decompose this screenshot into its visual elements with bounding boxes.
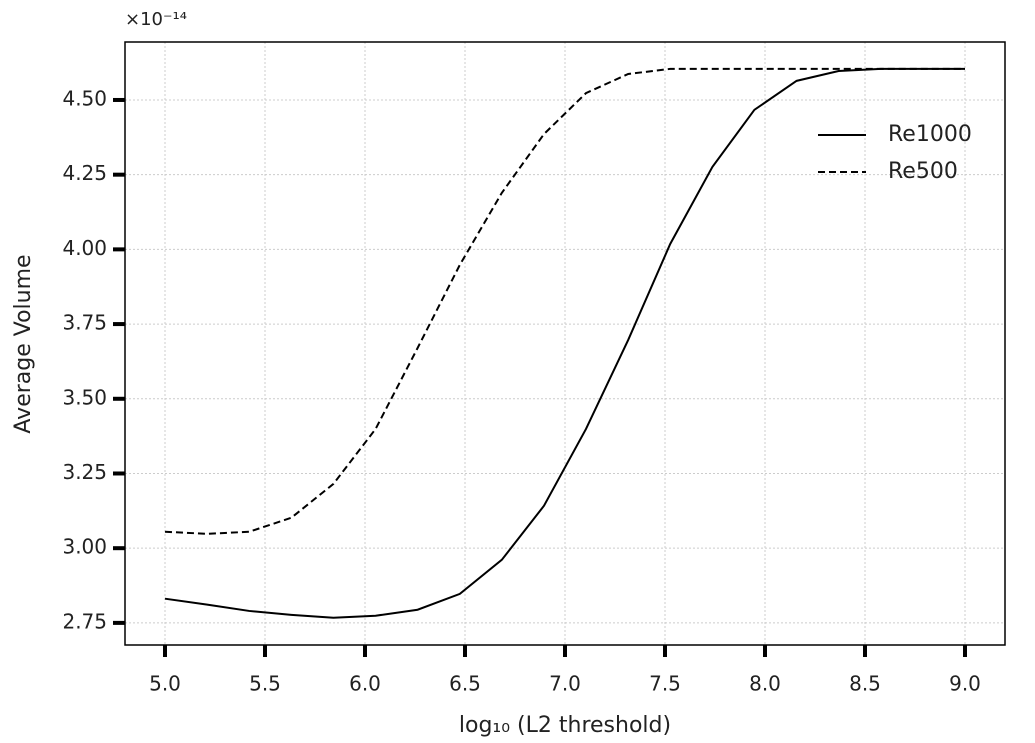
y-tick-label: 3.75 [62, 311, 107, 335]
x-tick-label: 5.5 [249, 672, 281, 696]
x-tick-label: 5.0 [149, 672, 181, 696]
plot-frame [124, 41, 1006, 646]
y-tick-label: 4.50 [62, 86, 107, 110]
y-axis-label: Average Volume [11, 254, 36, 433]
y-tick-label: 3.50 [62, 385, 107, 409]
y-offset-label: ×10⁻¹⁴ [125, 9, 187, 30]
y-tick-label: 3.25 [62, 460, 107, 484]
line-series [164, 67, 965, 619]
x-tick-label: 6.5 [449, 672, 481, 696]
y-tick-label: 4.00 [62, 236, 107, 260]
y-tick-label: 4.25 [62, 161, 107, 185]
y-tick-label: 3.00 [62, 535, 107, 559]
x-tick-label: 7.0 [549, 672, 581, 696]
legend-label: Re500 [888, 159, 958, 184]
x-axis-label: log₁₀ (L2 threshold) [459, 713, 671, 738]
x-tick-label: 6.0 [349, 672, 381, 696]
x-tick-label: 9.0 [949, 672, 981, 696]
legend-label: Re1000 [888, 122, 972, 147]
line-series [164, 67, 965, 535]
x-tick-label: 8.0 [749, 672, 781, 696]
y-tick-label: 2.75 [62, 609, 107, 633]
x-tick-label: 8.5 [849, 672, 881, 696]
x-tick-label: 7.5 [649, 672, 681, 696]
